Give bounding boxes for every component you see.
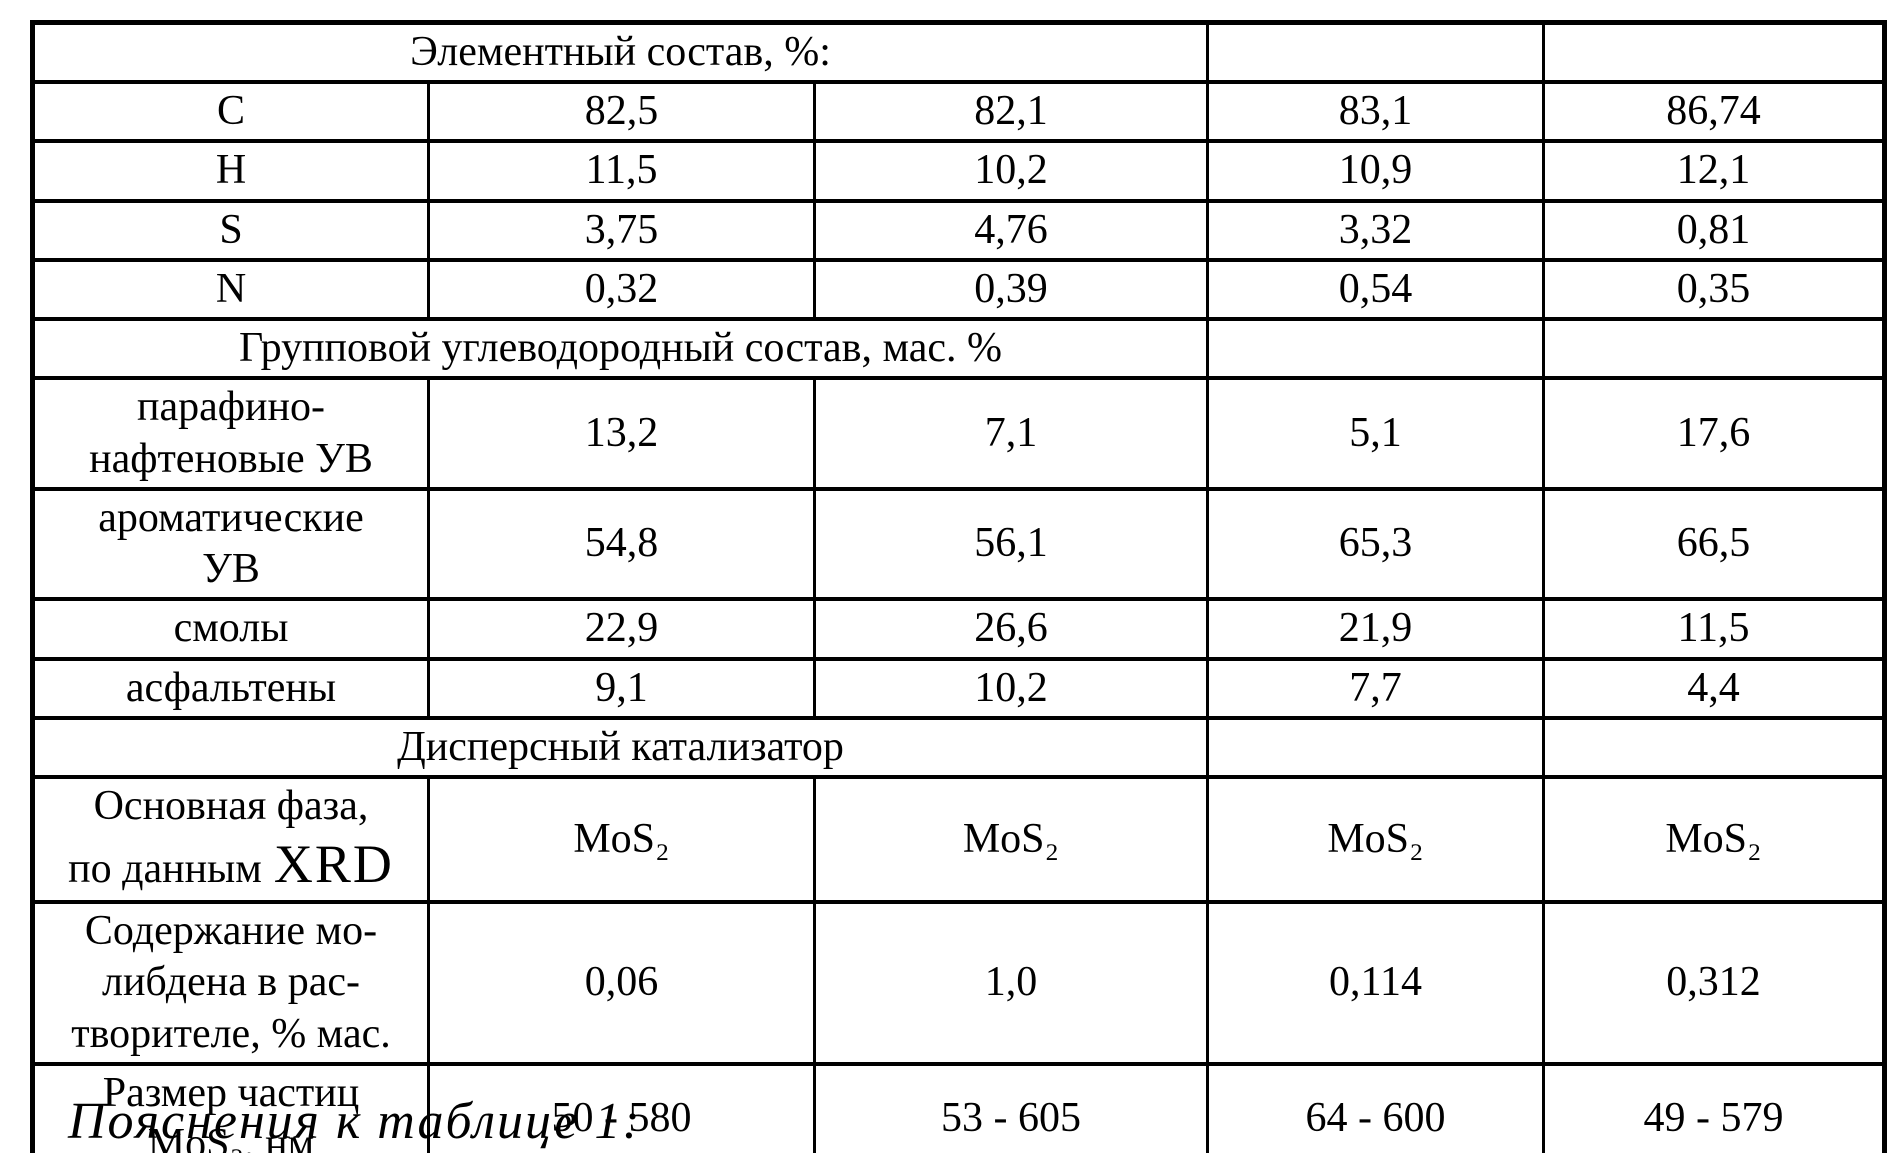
cell-value: 4,4 [1542,656,1887,720]
label-line: творителе, % мас. [71,1010,391,1057]
empty-cell [1542,20,1887,85]
table-row: парафино- нафтеновые УВ 13,2 7,1 5,1 17,… [31,376,1887,491]
cell-value: 5,1 [1206,376,1546,491]
label-line: УВ [202,546,260,593]
cell-value: 26,6 [812,597,1210,661]
empty-cell [1542,317,1887,381]
cell-value: 50 - 580 [427,1061,816,1153]
label-line: либдена в рас- [102,959,360,1006]
label-line: парафино- [137,384,325,431]
composition-table: Элементный состав, %: C 82,5 82,1 83,1 8… [30,20,1888,1153]
cell-value: 82,5 [427,80,816,144]
cell-value: 86,74 [1542,80,1887,144]
row-label-resins: смолы [31,597,430,661]
empty-cell [1206,317,1546,381]
table-row: асфальтены 9,1 10,2 7,7 4,4 [31,656,1887,720]
label-line: Содержание мо- [84,908,378,955]
cell-value: 0,32 [427,257,816,322]
table-row: S 3,75 4,76 3,32 0,81 [31,198,1887,262]
cell-value: 0,54 [1206,257,1546,322]
cell-value: 10,2 [812,139,1210,203]
table-row: смолы 22,9 26,6 21,9 11,5 [31,597,1887,661]
cell-value: 82,1 [812,80,1210,144]
cell-value: MoS₂ [1542,775,1887,905]
table-row: H 11,5 10,2 10,9 12,1 [31,139,1887,203]
cell-value: 7,1 [812,376,1210,491]
cell-value: 0,39 [812,257,1210,322]
empty-cell [1542,715,1887,780]
xrd-label: XRD [273,834,394,895]
section-header-elemental: Элементный состав, %: [30,20,1210,85]
cell-value: 65,3 [1206,486,1546,602]
label-line: нафтеновые УВ [89,435,373,482]
row-label-s: S [31,198,430,262]
cell-value: 10,9 [1206,139,1546,203]
cell-value: 54,8 [427,486,816,602]
table-row: C 82,5 82,1 83,1 86,74 [31,80,1887,144]
cell-value: 0,81 [1542,198,1887,262]
cell-value: 3,75 [427,198,816,262]
label-line: Размер частиц [102,1069,360,1116]
cell-value: 7,7 [1206,656,1546,720]
section-header-group: Групповой углеводородный состав, мас. % [30,317,1210,381]
table-row: Дисперсный катализатор [30,715,1887,780]
cell-value: MoS₂ [427,775,816,905]
cell-value: 12,1 [1542,139,1887,203]
cell-value: 11,5 [427,139,816,203]
row-label-n: N [31,257,430,322]
cell-value: 17,6 [1542,376,1887,491]
cell-value: 0,35 [1542,257,1887,322]
row-label-aromatic: ароматические УВ [31,486,430,602]
row-label-h: H [31,139,430,203]
label-line: Основная фаза, [93,783,369,830]
cell-value: 11,5 [1542,597,1887,661]
cell-value: 49 - 579 [1542,1061,1887,1153]
cell-value: 21,9 [1206,597,1546,661]
cell-value: 64 - 600 [1206,1061,1546,1153]
table-row: Основная фаза, по данным XRD MoS₂ MoS₂ Mo… [31,775,1887,905]
table-row: Групповой углеводородный состав, мас. % [30,317,1887,381]
row-label-paraffin-naphthenic: парафино- нафтеновые УВ [31,376,430,491]
cell-value: 66,5 [1542,486,1887,602]
table-row: ароматические УВ 54,8 56,1 65,3 66,5 [31,486,1887,602]
table-row: Элементный состав, %: [30,20,1887,85]
cell-value: MoS₂ [812,775,1210,905]
empty-cell [1206,715,1546,780]
row-label-molybdenum-content: Содержание мо- либдена в рас- творителе,… [31,900,430,1066]
cell-value: 56,1 [812,486,1210,602]
table-row: Содержание мо- либдена в рас- творителе,… [31,900,1887,1066]
cell-value: 83,1 [1206,80,1546,144]
cell-value: 0,06 [427,900,816,1066]
cell-value: 53 - 605 [812,1061,1210,1153]
cell-value: 0,114 [1206,900,1546,1066]
label-line: MoS₂, нм [147,1121,315,1153]
row-label-main-phase: Основная фаза, по данным XRD [31,775,430,905]
cell-value: 4,76 [812,198,1210,262]
cell-value: 0,312 [1542,900,1887,1066]
table-explanations-caption: Пояснения к таблице 1: [68,1093,642,1150]
cell-value: 22,9 [427,597,816,661]
label-line: по данным XRD [68,834,394,895]
table-row: N 0,32 0,39 0,54 0,35 [31,257,1887,322]
cell-value: 10,2 [812,656,1210,720]
cell-value: 13,2 [427,376,816,491]
cell-value: 3,32 [1206,198,1546,262]
empty-cell [1206,20,1546,85]
cell-value: 9,1 [427,656,816,720]
row-label-particle-size: Размер частиц MoS₂, нм [31,1061,430,1153]
label-line: ароматические [98,494,364,541]
row-label-asphaltenes: асфальтены [31,656,430,720]
table-row: Размер частиц MoS₂, нм 50 - 580 53 - 605… [31,1061,1887,1153]
section-header-catalyst: Дисперсный катализатор [30,715,1210,780]
cell-value: MoS₂ [1206,775,1546,905]
cell-value: 1,0 [812,900,1210,1066]
row-label-c: C [31,80,430,144]
